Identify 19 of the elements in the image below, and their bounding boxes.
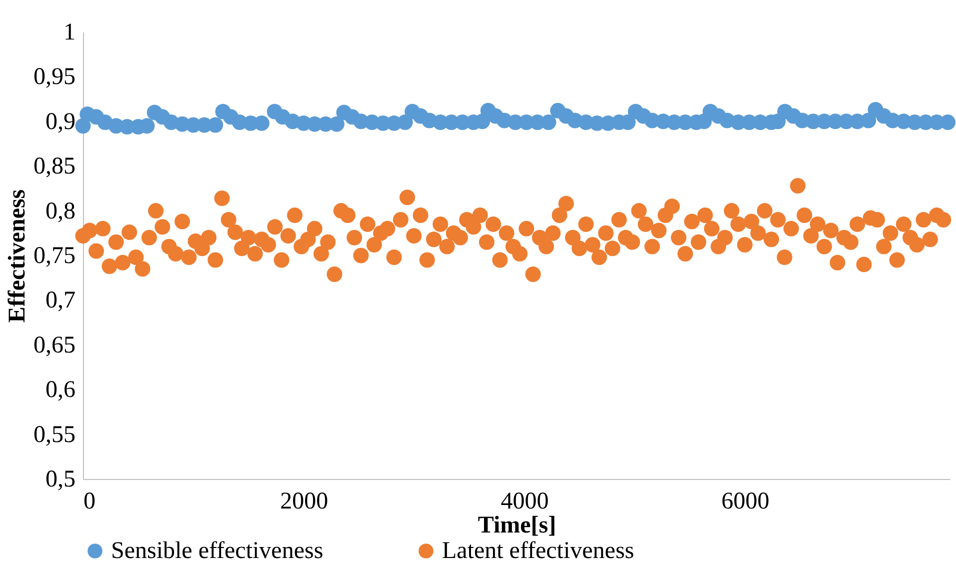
y-tick-label: 0,85	[34, 154, 76, 180]
x-tick-label: 0	[84, 488, 96, 514]
legend-label: Latent effectiveness	[442, 538, 634, 564]
y-tick-label: 0,7	[46, 288, 76, 314]
x-tick-label: 4000	[500, 488, 549, 514]
y-tick-label: 1	[64, 20, 76, 46]
x-axis-title: Time[s]	[478, 512, 556, 538]
y-tick-label: 0,65	[34, 332, 76, 358]
y-axis-title: Effectiveness	[4, 189, 30, 323]
y-tick-label: 0,95	[34, 64, 76, 90]
y-tick-label: 0,6	[46, 377, 76, 404]
y-tick-label: 0,75	[34, 243, 76, 269]
y-tick-label: 0,8	[46, 198, 76, 224]
legend-label: Sensible effectiveness	[111, 538, 324, 564]
y-tick-label: 0,9	[46, 108, 76, 135]
x-tick-label: 6000	[721, 488, 770, 514]
y-tick-label: 0,55	[34, 422, 76, 448]
x-tick-label: 2000	[280, 488, 328, 514]
y-tick-label: 0,5	[46, 466, 76, 492]
